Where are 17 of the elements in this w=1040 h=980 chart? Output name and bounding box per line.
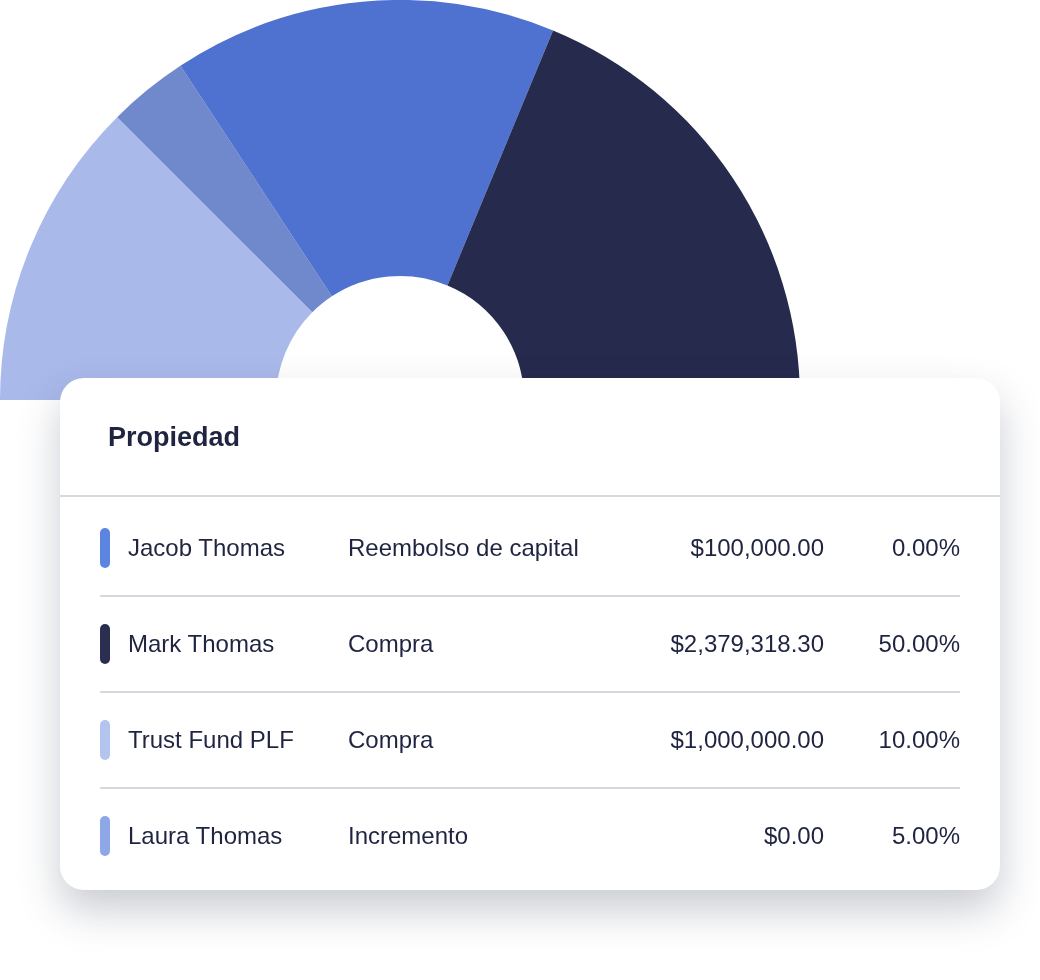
- text: Mark Thomas: [128, 630, 275, 658]
- text: 50.00%: [878, 630, 960, 658]
- text: Incremento: [348, 822, 469, 850]
- text: 10.00%: [878, 726, 960, 754]
- text: $2,379,318.30: [670, 630, 824, 658]
- text: Trust Fund PLF: [128, 726, 294, 754]
- text: Compra: [348, 726, 434, 754]
- text: 5.00%: [891, 822, 960, 850]
- text: Laura Thomas: [128, 822, 283, 850]
- text: Reembolso de capital: [348, 534, 579, 562]
- text: 0.00%: [891, 534, 960, 562]
- text: $100,000.00: [690, 534, 824, 562]
- text: Jacob Thomas: [128, 534, 285, 562]
- text: Propiedad: [108, 422, 241, 453]
- text: Compra: [348, 630, 434, 658]
- text: $0.00: [763, 822, 824, 850]
- text: $1,000,000.00: [670, 726, 824, 754]
